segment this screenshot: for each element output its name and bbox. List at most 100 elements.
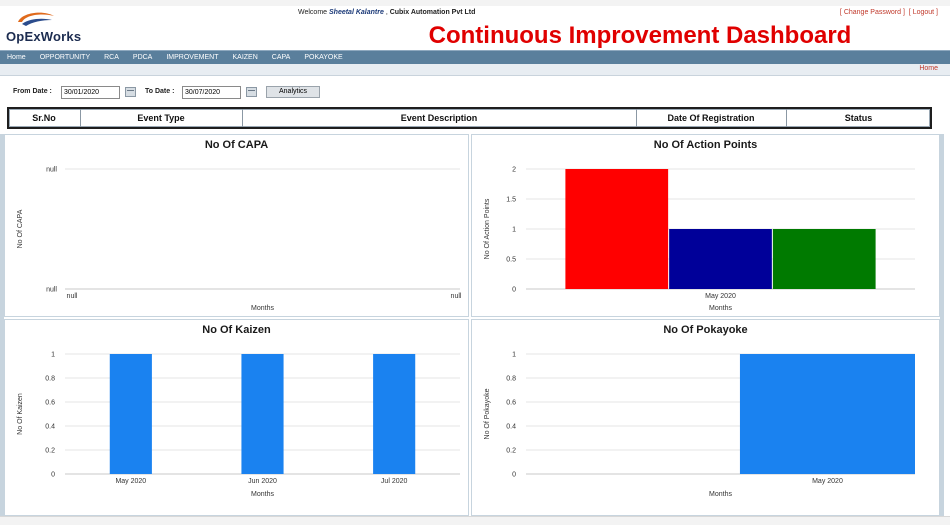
column-divider [636, 109, 637, 127]
breadcrumb-home-link[interactable]: Home [919, 65, 938, 72]
no-of-kaizen-y-tick-label: 1 [51, 352, 55, 359]
no-of-pokayoke-y-axis-title: No Of Pokayoke [484, 388, 491, 439]
no-of-action-points-y-tick-label: 0 [512, 287, 516, 294]
nav-item-improvement[interactable]: IMPROVEMENT [166, 54, 219, 61]
no-of-capa-x-tick-label: null [67, 293, 78, 300]
no-of-pokayoke-bar [739, 354, 915, 474]
capa-chart-title: No Of CAPA [204, 139, 269, 151]
no-of-pokayoke-y-tick-label: 0.2 [506, 448, 516, 455]
column-event-description[interactable]: Event Description [400, 113, 478, 123]
to-date-input[interactable] [182, 86, 241, 99]
action-points-chart: Months No Of Action Points 0 0.5 1 1.5 2 May 20… [484, 167, 915, 312]
events-table-header: Sr.No Event Type Event Description Date … [7, 107, 932, 129]
nav-item-home[interactable]: Home [7, 54, 26, 61]
opexworks-logo[interactable]: OpExWorks [4, 8, 96, 48]
pokayoke-chart: Months No Of Pokayoke 0 0.2 0.4 0.6 0.8 1 May 20… [484, 352, 915, 498]
no-of-kaizen-y-tick-label: 0.4 [45, 424, 55, 431]
main-nav-bar: Home OPPORTUNITY RCA PDCA IMPROVEMENT KAIZEN C… [0, 50, 950, 64]
no-of-pokayoke-y-tick-label: 0.6 [506, 400, 516, 407]
analytics-button[interactable]: Analytics [266, 86, 320, 98]
action-points-chart-panel: No Of Action Points Months No Of Action P… [471, 134, 940, 317]
no-of-pokayoke-y-tick-label: 0.8 [506, 376, 516, 383]
no-of-capa-x-tick-label: null [451, 293, 462, 300]
logout-link[interactable]: Logout [912, 9, 935, 16]
nav-item-pokayoke[interactable]: POKAYOKE [304, 54, 343, 61]
kaizen-chart-title: No Of Kaizen [202, 324, 271, 336]
no-of-pokayoke-y-tick-label: 0 [512, 472, 516, 479]
no-of-action-points-x-tick-label: May 2020 [705, 293, 736, 300]
nav-item-rca[interactable]: RCA [104, 54, 119, 61]
window-bottom-strip [0, 516, 950, 525]
no-of-capa-x-axis-title: Months [251, 305, 274, 312]
nav-item-opportunity[interactable]: OPPORTUNITY [39, 54, 91, 61]
no-of-kaizen-bar [241, 354, 284, 474]
capa-chart: Months No Of CAPA null null null null [17, 167, 462, 313]
to-date-label: To Date : [145, 88, 175, 95]
capa-chart-panel: No Of CAPA Months No Of CAPA null null null n… [4, 134, 469, 317]
no-of-action-points-x-axis-title: Months [709, 305, 732, 312]
pokayoke-chart-title: No Of Pokayoke [663, 324, 748, 336]
bracket-close: ] [934, 9, 938, 16]
no-of-kaizen-y-tick-label: 0.2 [45, 448, 55, 455]
from-date-label: From Date : [13, 88, 52, 95]
no-of-kaizen-x-tick-label: May 2020 [115, 478, 146, 485]
column-divider [786, 109, 787, 127]
left-frame-border [0, 134, 4, 516]
no-of-capa-y-tick-label: null [46, 287, 57, 294]
column-sr-no[interactable]: Sr.No [32, 113, 56, 123]
no-of-action-points-y-tick-label: 0.5 [506, 257, 516, 264]
kaizen-chart: Months No Of Kaizen 0 0.2 0.4 0.6 0.8 1 May 2020… [17, 352, 460, 498]
no-of-action-points-bar-series-3 [772, 229, 876, 289]
column-divider [242, 109, 243, 127]
no-of-action-points-y-tick-label: 1.5 [506, 197, 516, 204]
no-of-kaizen-y-tick-label: 0.6 [45, 400, 55, 407]
no-of-pokayoke-x-axis-title: Months [709, 491, 732, 498]
nav-item-kaizen[interactable]: KAIZEN [232, 54, 258, 61]
page-header: OpExWorks Welcome Sheetal Kalantre , Cub… [0, 6, 950, 52]
pokayoke-chart-panel: No Of Pokayoke Months No Of Pokayoke 0 0.2 0… [471, 319, 940, 516]
nav-item-pdca[interactable]: PDCA [132, 54, 153, 61]
no-of-action-points-y-tick-label: 2 [512, 167, 516, 174]
from-date-input[interactable] [61, 86, 120, 99]
no-of-pokayoke-y-tick-label: 0.4 [506, 424, 516, 431]
kaizen-chart-panel: No Of Kaizen Months No Of Kaizen 0 0.2 0.4 0.… [4, 319, 469, 516]
breadcrumb-bar: Home [0, 64, 950, 76]
dashboard-title: Continuous Improvement Dashboard [342, 22, 938, 50]
no-of-kaizen-x-tick-label: Jul 2020 [381, 478, 408, 485]
no-of-kaizen-y-axis-title: No Of Kaizen [17, 393, 24, 435]
action-points-chart-title: No Of Action Points [653, 139, 758, 151]
column-event-type[interactable]: Event Type [137, 113, 185, 123]
column-date-of-registration[interactable]: Date Of Registration [667, 113, 755, 123]
account-links: [ Change Password ] [ Logout ] [840, 9, 938, 16]
no-of-action-points-y-tick-label: 1 [512, 227, 516, 234]
bracket-open: [ [839, 9, 844, 16]
no-of-action-points-y-axis-title: No Of Action Points [484, 198, 491, 259]
logo-swirl-icon [18, 12, 54, 26]
no-of-capa-y-axis-title: No Of CAPA [17, 209, 24, 248]
no-of-pokayoke-y-tick-label: 1 [512, 352, 516, 359]
user-name: Sheetal Kalantre [329, 9, 384, 16]
no-of-action-points-bar-series-1 [565, 169, 669, 289]
welcome-separator: , [385, 9, 390, 16]
from-calendar-icon[interactable] [125, 87, 136, 97]
no-of-kaizen-y-tick-label: 0 [51, 472, 55, 479]
column-status[interactable]: Status [844, 113, 873, 123]
change-password-link[interactable]: Change Password [843, 9, 902, 16]
no-of-kaizen-y-tick-label: 0.8 [45, 376, 55, 383]
to-calendar-icon[interactable] [246, 87, 257, 97]
no-of-kaizen-x-axis-title: Months [251, 491, 274, 498]
right-frame-border [940, 134, 944, 516]
logo-text: OpExWorks [6, 29, 82, 44]
nav-item-capa[interactable]: CAPA [271, 54, 291, 61]
welcome-prefix: Welcome [298, 9, 328, 16]
no-of-pokayoke-x-tick-label: May 2020 [812, 478, 843, 485]
no-of-capa-y-tick-label: null [46, 167, 57, 174]
no-of-action-points-bar-series-2 [669, 229, 772, 289]
company-name: Cubix Automation Pvt Ltd [389, 9, 476, 16]
column-divider [80, 109, 81, 127]
no-of-kaizen-bar [373, 354, 416, 474]
welcome-message: Welcome Sheetal Kalantre , Cubix Automat… [298, 9, 475, 16]
no-of-kaizen-bar [109, 354, 152, 474]
bracket-mid: ] [ [901, 9, 913, 16]
no-of-kaizen-x-tick-label: Jun 2020 [248, 478, 277, 485]
